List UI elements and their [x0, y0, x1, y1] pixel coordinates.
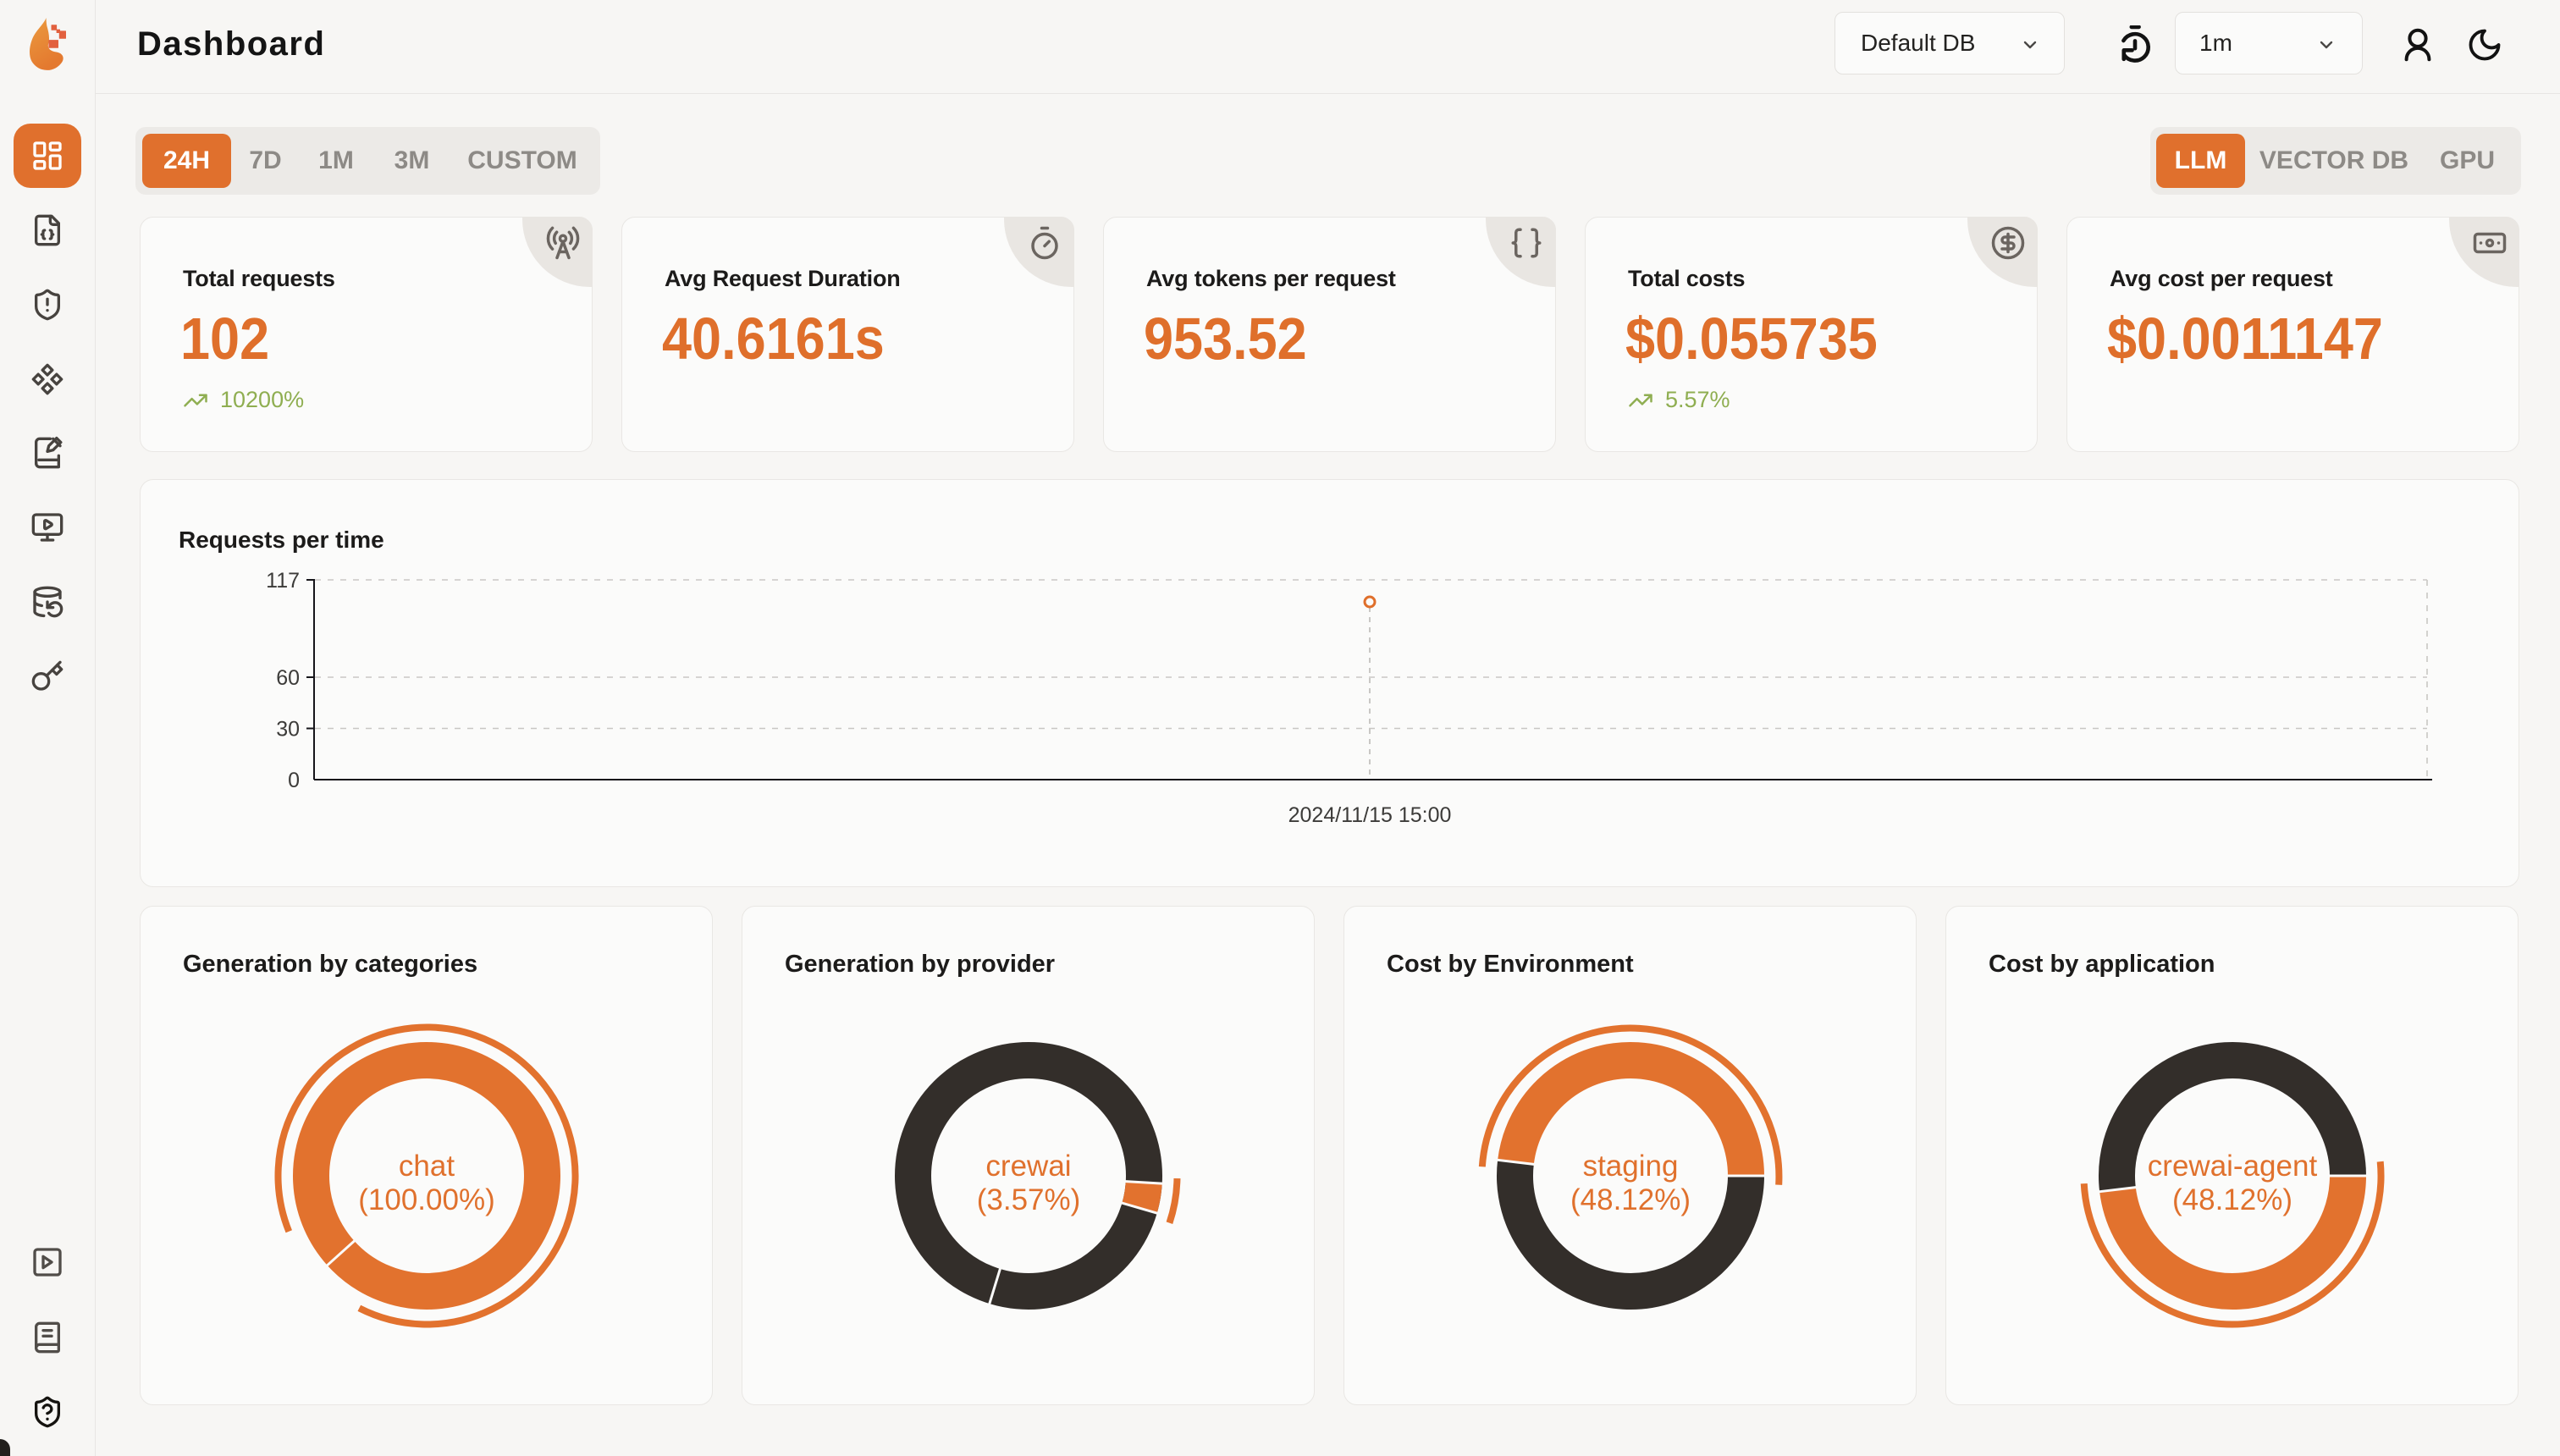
svg-text:30: 30 — [276, 718, 300, 742]
svg-text:0: 0 — [288, 769, 300, 792]
svg-text:60: 60 — [276, 666, 300, 690]
svg-text:117: 117 — [266, 569, 300, 593]
svg-text:2024/11/15 15:00: 2024/11/15 15:00 — [1288, 803, 1452, 827]
